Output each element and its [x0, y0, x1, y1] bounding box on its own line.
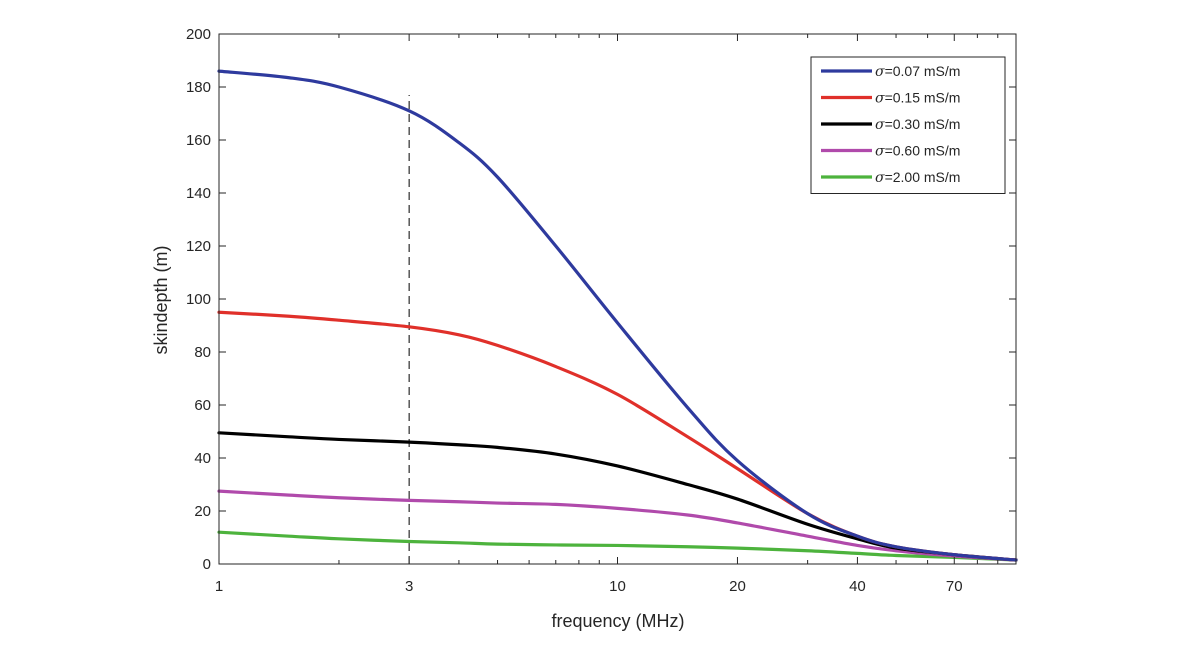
y-axis-label: skindepth (m) — [151, 245, 171, 354]
x-tick-label: 1 — [215, 578, 223, 595]
series-line-4 — [217, 530, 1018, 562]
x-tick-label: 40 — [849, 578, 866, 595]
x-tick-label: 70 — [946, 578, 963, 595]
x-tick-label: 20 — [729, 578, 746, 595]
x-axis-label: frequency (MHz) — [551, 611, 684, 631]
y-tick-label: 180 — [186, 79, 211, 96]
x-tick-label: 3 — [405, 578, 413, 595]
y-tick-label: 60 — [194, 397, 211, 414]
series-line-0 — [217, 69, 1018, 562]
legend-entry-0: σ=0.07 mS/m — [875, 63, 960, 80]
y-tick-label: 100 — [186, 291, 211, 308]
y-tick-label: 80 — [194, 344, 211, 361]
legend-entry-4: σ=2.00 mS/m — [875, 169, 960, 186]
legend-entry-1: σ=0.15 mS/m — [875, 90, 960, 107]
legend-entry-3: σ=0.60 mS/m — [875, 143, 960, 160]
y-tick-label: 120 — [186, 238, 211, 255]
y-tick-label: 20 — [194, 503, 211, 520]
legend: σ=0.07 mS/m σ=0.15 mS/m σ=0.30 mS/m σ=0.60 … — [810, 56, 1006, 194]
series-layer — [217, 69, 1018, 562]
axes-layer: 0 20 40 60 80 100 120 140 160 180 200 1 3 10 20 40 70 — [186, 26, 1017, 595]
y-tick-label: 160 — [186, 132, 211, 149]
series-line-3 — [217, 489, 1018, 562]
x-tick-label: 10 — [609, 578, 626, 595]
series-line-2 — [217, 431, 1018, 562]
y-tick-label: 40 — [194, 450, 211, 467]
y-tick-label: 0 — [203, 556, 211, 573]
legend-entry-2: σ=0.30 mS/m — [875, 116, 960, 133]
y-tick-label: 140 — [186, 185, 211, 202]
y-tick-label: 200 — [186, 26, 211, 43]
